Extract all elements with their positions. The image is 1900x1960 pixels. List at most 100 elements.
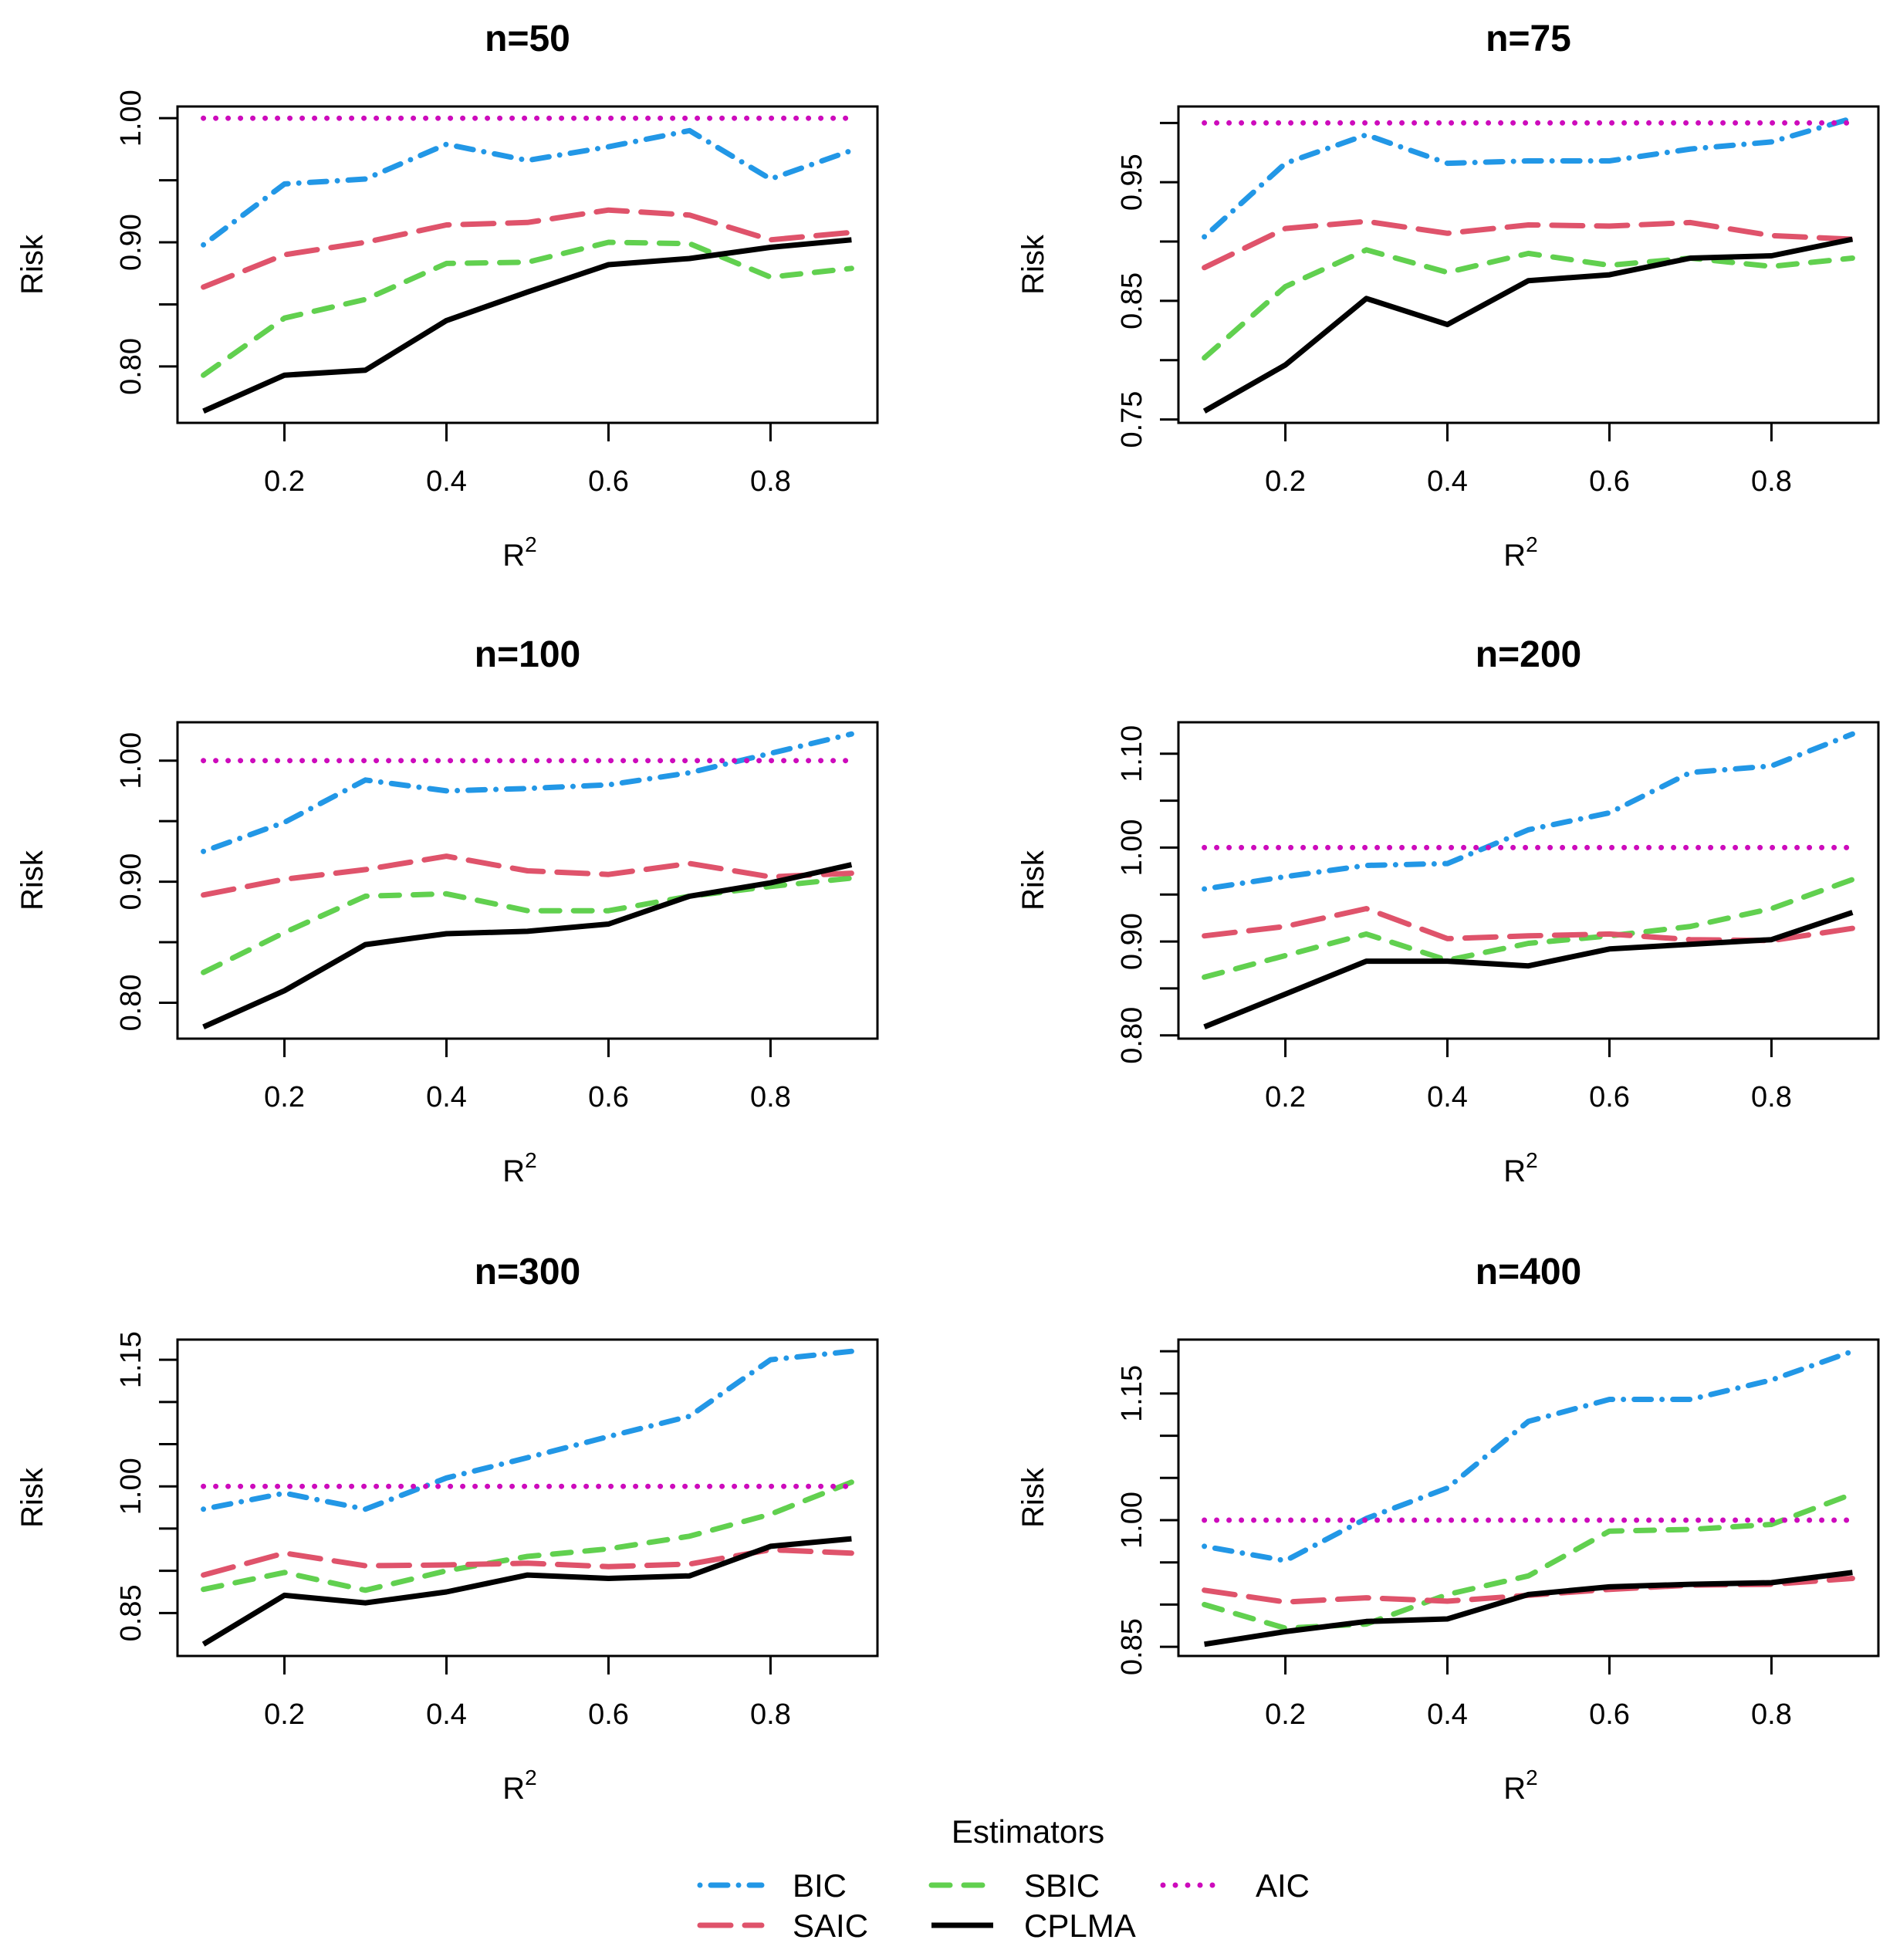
y-tick-label: 1.00 (1116, 1492, 1148, 1549)
x-axis-label-base: R (502, 539, 525, 573)
plot-frame (1177, 105, 1880, 424)
x-tick-label: 0.8 (1751, 1698, 1792, 1731)
panel-title: n=200 (1476, 634, 1581, 675)
y-tick-label: 0.75 (1116, 391, 1148, 448)
x-tick-label: 0.8 (1751, 465, 1792, 498)
series-line-sbic (201, 1479, 854, 1593)
series-line-sbic (201, 875, 854, 975)
series-line-bic (1202, 115, 1855, 240)
panel-n-400: n=400 0.2 0.4 0.6 0.8 0.85 1.00 1.15 R2 Risk (1016, 1252, 1880, 1806)
y-tick-label: 0.80 (1116, 1007, 1148, 1064)
x-tick-label: 0.8 (750, 1698, 791, 1731)
x-axis-label-superscript: 2 (525, 532, 537, 556)
x-tick-label: 0.6 (588, 1081, 629, 1113)
x-tick-label: 0.4 (426, 1081, 467, 1113)
legend-title: Estimators (952, 1813, 1104, 1850)
x-axis-label-base: R (1503, 1772, 1526, 1806)
panel-n-100: n=100 0.2 0.4 0.6 0.8 0.80 0.90 1.00 R2 Risk (15, 634, 879, 1188)
x-axis-label-superscript: 2 (1526, 1766, 1538, 1789)
plot-frame (176, 1338, 879, 1658)
x-axis-label-base: R (1503, 1154, 1526, 1188)
panel-title: n=75 (1486, 19, 1571, 59)
x-axis-label: R2 (502, 1148, 536, 1188)
x-tick-label: 0.4 (426, 465, 467, 498)
x-axis-label-base: R (502, 1154, 525, 1188)
y-axis-label: Risk (1016, 850, 1050, 911)
y-tick-label: 1.00 (115, 732, 147, 789)
x-tick-label: 0.8 (1751, 1081, 1792, 1113)
x-axis-label-base: R (502, 1772, 525, 1806)
y-tick-label: 1.00 (1116, 819, 1148, 876)
series-line-cplma (201, 1536, 852, 1647)
series-line-cplma (1202, 236, 1854, 414)
x-tick-label: 0.2 (264, 1081, 305, 1113)
legend-label-sbic: SBIC (1024, 1867, 1100, 1904)
x-tick-label: 0.2 (1265, 1081, 1306, 1113)
x-axis-label-base: R (1503, 539, 1526, 573)
plot-frame (1177, 721, 1880, 1040)
y-axis-label: Risk (1016, 1467, 1050, 1528)
x-tick-label: 0.4 (1427, 1081, 1468, 1113)
series-line-cplma (1204, 1570, 1853, 1647)
x-tick-label: 0.6 (1589, 1698, 1630, 1731)
panel-n-75: n=75 0.2 0.4 0.6 0.8 0.75 0.85 0.95 R2 Risk (1016, 19, 1880, 573)
y-tick-label: 0.90 (115, 214, 147, 271)
x-tick-label: 0.4 (426, 1698, 467, 1731)
y-tick-label: 1.00 (115, 90, 147, 147)
y-tick-label: 0.80 (115, 974, 147, 1031)
series-line-cplma (202, 237, 852, 414)
panel-n-200: n=200 0.2 0.4 0.6 0.8 0.80 0.90 1.00 1.10 R2 Risk (1016, 634, 1880, 1188)
series-line-cplma (202, 862, 853, 1029)
panel-title: n=400 (1476, 1252, 1581, 1293)
x-axis-label: R2 (1503, 1148, 1537, 1188)
x-tick-label: 0.2 (264, 465, 305, 498)
series-line-bic (1202, 731, 1855, 892)
y-tick-label: 0.85 (115, 1584, 147, 1641)
series-line-bic (201, 127, 854, 248)
series-line-sbic (1202, 1491, 1855, 1631)
y-tick-label: 1.00 (115, 1458, 147, 1515)
y-tick-label: 0.85 (1116, 1618, 1148, 1675)
legend-label-aic: AIC (1256, 1867, 1310, 1904)
y-tick-label: 0.95 (1116, 154, 1148, 211)
x-axis-label-superscript: 2 (1526, 1148, 1538, 1172)
y-tick-label: 0.90 (115, 853, 147, 911)
panel-title: n=300 (475, 1252, 580, 1293)
x-tick-label: 0.6 (588, 1698, 629, 1731)
x-tick-label: 0.4 (1427, 1698, 1468, 1731)
y-axis-label: Risk (15, 1467, 49, 1528)
x-tick-label: 0.2 (1265, 1698, 1306, 1731)
series-line-bic (201, 731, 854, 854)
y-tick-label: 1.15 (115, 1331, 147, 1388)
x-axis-label: R2 (502, 1766, 536, 1806)
panel-title: n=50 (485, 19, 570, 59)
y-tick-label: 1.10 (1116, 725, 1148, 782)
x-axis-label-superscript: 2 (1526, 532, 1538, 556)
x-tick-label: 0.8 (750, 465, 791, 498)
series-line-saic (201, 853, 854, 898)
x-axis-label: R2 (1503, 1766, 1537, 1806)
x-axis-label: R2 (502, 532, 536, 573)
y-tick-label: 0.80 (115, 338, 147, 395)
plot-frame (176, 721, 879, 1040)
x-tick-label: 0.6 (588, 465, 629, 498)
series-line-bic (201, 1348, 854, 1512)
x-tick-label: 0.2 (1265, 465, 1306, 498)
y-axis-label: Risk (1016, 234, 1050, 295)
series-line-sbic (1202, 877, 1855, 980)
series-line-sbic (201, 239, 854, 378)
legend-label-bic: BIC (793, 1867, 847, 1904)
panel-n-300: n=300 0.2 0.4 0.6 0.8 0.85 1.00 1.15 R2 Risk (15, 1252, 879, 1806)
x-axis-label-superscript: 2 (525, 1766, 537, 1789)
y-tick-label: 0.85 (1116, 272, 1148, 329)
y-axis-label: Risk (15, 234, 49, 295)
x-axis-label: R2 (1503, 532, 1537, 573)
panel-n-50: n=50 0.2 0.4 0.6 0.8 0.80 0.90 1.00 R2 Risk (15, 19, 879, 573)
panel-title: n=100 (475, 634, 580, 675)
series-line-sbic (1202, 247, 1855, 361)
x-tick-label: 0.8 (750, 1081, 791, 1113)
x-tick-label: 0.4 (1427, 465, 1468, 498)
y-axis-label: Risk (15, 850, 49, 911)
x-tick-label: 0.6 (1589, 1081, 1630, 1113)
